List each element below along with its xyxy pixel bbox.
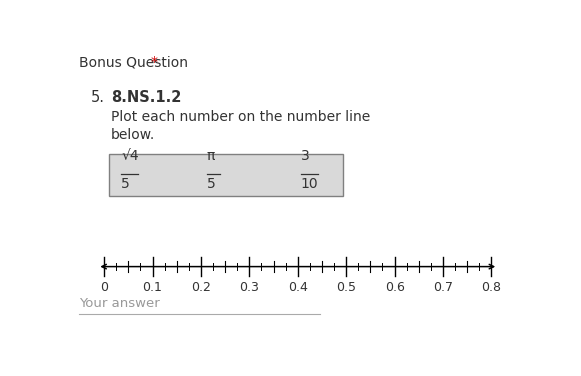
Bar xyxy=(109,154,343,196)
Text: 10: 10 xyxy=(300,177,318,191)
Text: 5: 5 xyxy=(207,177,216,191)
Text: 3: 3 xyxy=(300,149,310,163)
Text: π: π xyxy=(207,149,216,163)
Text: 0: 0 xyxy=(100,281,108,294)
Text: 0.6: 0.6 xyxy=(385,281,404,294)
Text: 8.NS.1.2: 8.NS.1.2 xyxy=(111,90,181,105)
Text: 5.: 5. xyxy=(91,90,105,105)
Text: 0.3: 0.3 xyxy=(239,281,259,294)
Text: Your answer: Your answer xyxy=(80,297,160,310)
Text: *: * xyxy=(150,55,157,69)
Text: 0.8: 0.8 xyxy=(482,281,501,294)
Text: 0.4: 0.4 xyxy=(288,281,308,294)
Text: Plot each number on the number line: Plot each number on the number line xyxy=(111,110,370,124)
Text: 5: 5 xyxy=(121,177,130,191)
Text: Bonus Question: Bonus Question xyxy=(80,55,193,69)
Text: 0.7: 0.7 xyxy=(433,281,453,294)
Text: 0.1: 0.1 xyxy=(142,281,163,294)
Text: below.: below. xyxy=(111,127,155,142)
Text: 0.5: 0.5 xyxy=(336,281,356,294)
Text: 0.2: 0.2 xyxy=(191,281,211,294)
Text: √4: √4 xyxy=(121,149,139,163)
